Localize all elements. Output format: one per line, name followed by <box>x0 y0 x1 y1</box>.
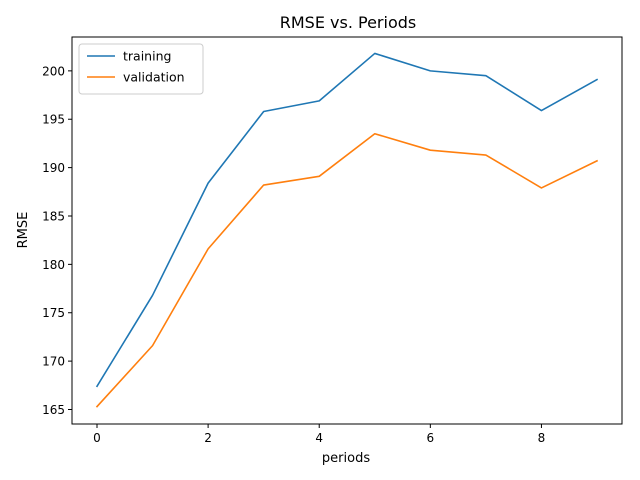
y-tick-label: 170 <box>42 355 65 369</box>
y-tick-label: 200 <box>42 64 65 78</box>
axes: 0 2 4 6 8 165 170 175 180 185 190 195 200 <box>42 36 623 445</box>
y-tick-label: 175 <box>42 306 65 320</box>
x-tick-label: 8 <box>538 431 546 445</box>
y-tick-label: 180 <box>42 258 65 272</box>
chart-title: RMSE vs. Periods <box>280 13 416 32</box>
legend: training validation <box>78 43 204 95</box>
x-tick-label: 4 <box>315 431 323 445</box>
plot-area <box>95 52 599 408</box>
legend-label-validation: validation <box>123 70 185 85</box>
y-tick-label: 195 <box>42 113 65 127</box>
y-tick-label: 185 <box>42 209 65 223</box>
x-tick-label: 6 <box>427 431 435 445</box>
y-tick-label: 165 <box>42 403 65 417</box>
legend-label-training: training <box>123 49 171 64</box>
y-tick-label: 190 <box>42 161 65 175</box>
series-line-validation <box>95 132 599 408</box>
x-tick-label: 0 <box>93 431 101 445</box>
x-tick-label: 2 <box>204 431 212 445</box>
series-line-training <box>95 52 599 388</box>
y-axis-label: RMSE <box>16 212 31 249</box>
x-axis-label: periods <box>322 451 370 466</box>
axes-frame <box>71 36 623 425</box>
